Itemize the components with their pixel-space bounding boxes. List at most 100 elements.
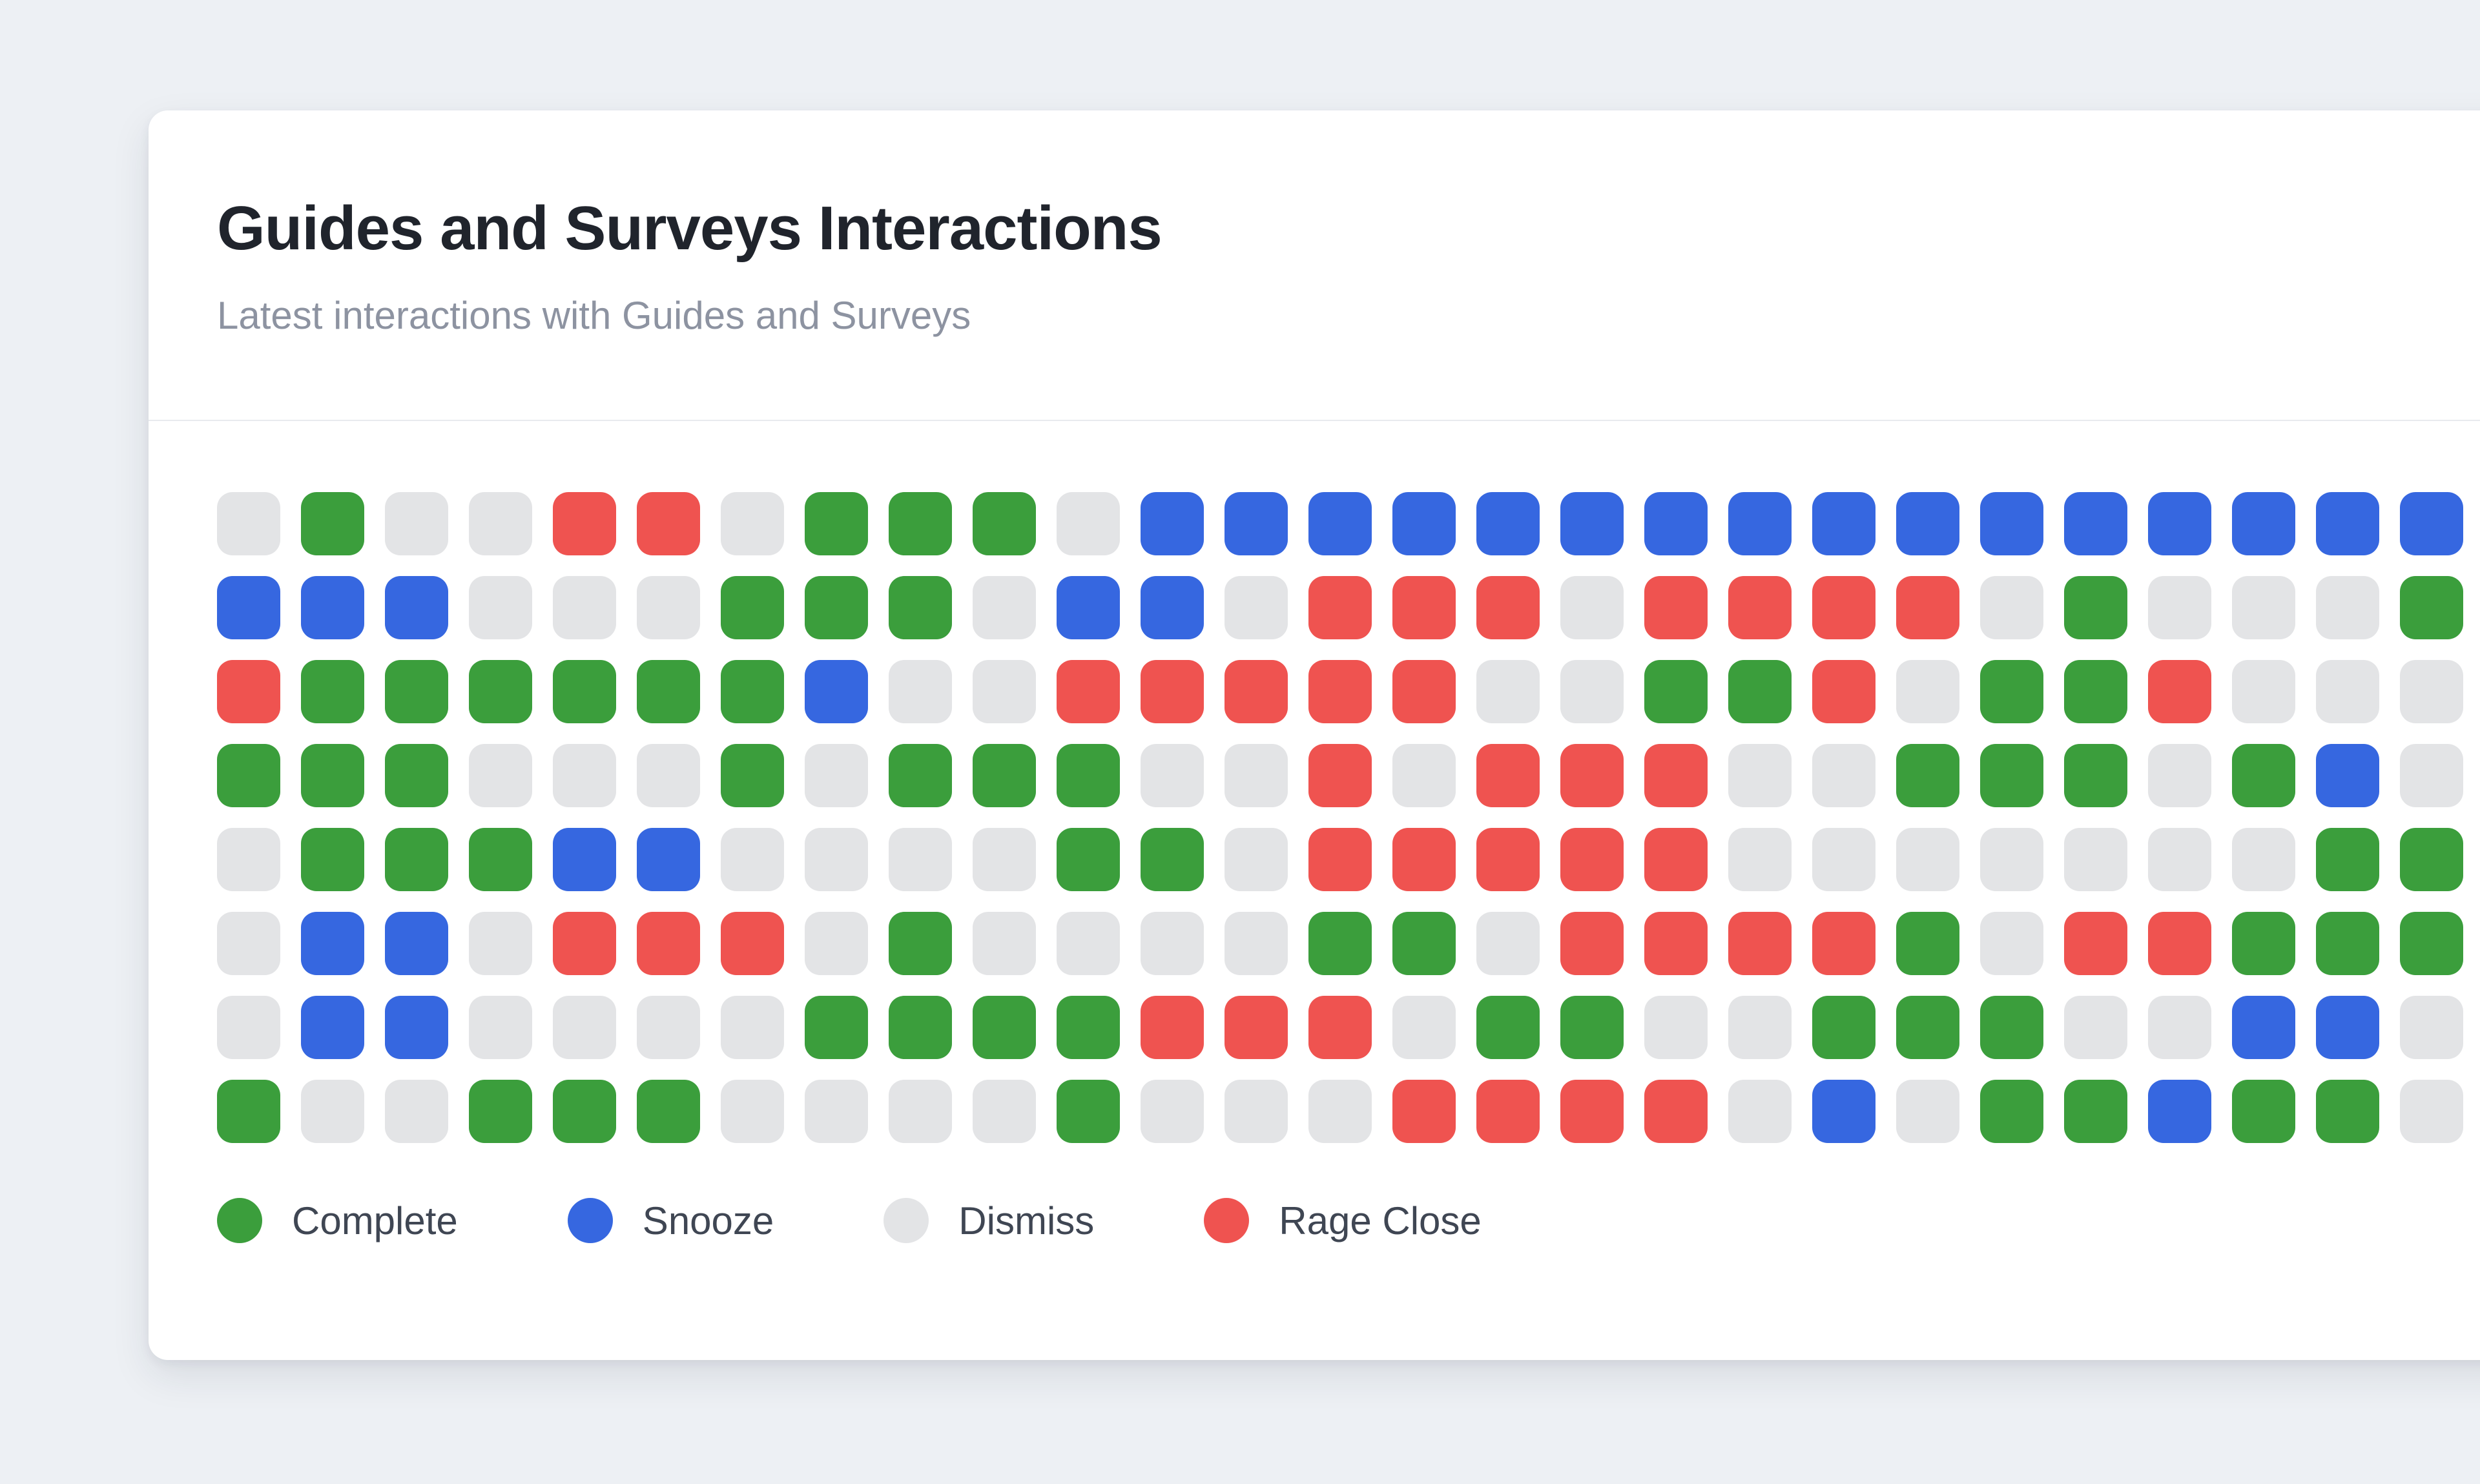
interaction-cell-complete[interactable] (1392, 912, 1456, 976)
interaction-cell-dismiss[interactable] (1980, 828, 2043, 892)
interaction-cell-rage-close[interactable] (1392, 1080, 1456, 1144)
interaction-cell-snooze[interactable] (1224, 492, 1288, 556)
interaction-cell-dismiss[interactable] (1224, 744, 1288, 808)
interaction-cell-dismiss[interactable] (1224, 912, 1288, 976)
interaction-cell-dismiss[interactable] (2400, 1080, 2463, 1144)
interaction-cell-complete[interactable] (2316, 1080, 2379, 1144)
interaction-cell-rage-close[interactable] (553, 912, 616, 976)
interaction-cell-rage-close[interactable] (1224, 660, 1288, 724)
interaction-cell-dismiss[interactable] (217, 996, 280, 1060)
interaction-cell-complete[interactable] (889, 744, 952, 808)
interaction-cell-complete[interactable] (217, 744, 280, 808)
interaction-cell-dismiss[interactable] (1896, 828, 1959, 892)
interaction-cell-snooze[interactable] (217, 576, 280, 640)
interaction-cell-complete[interactable] (1980, 660, 2043, 724)
interaction-cell-dismiss[interactable] (1560, 576, 1624, 640)
interaction-cell-complete[interactable] (1057, 1080, 1120, 1144)
interaction-cell-complete[interactable] (889, 996, 952, 1060)
interaction-cell-rage-close[interactable] (1812, 576, 1876, 640)
interaction-cell-dismiss[interactable] (1812, 828, 1876, 892)
interaction-cell-dismiss[interactable] (553, 576, 616, 640)
interaction-cell-complete[interactable] (805, 492, 868, 556)
interaction-cell-complete[interactable] (1476, 996, 1540, 1060)
interaction-cell-rage-close[interactable] (1560, 912, 1624, 976)
interaction-cell-dismiss[interactable] (2232, 576, 2295, 640)
interaction-cell-dismiss[interactable] (1896, 1080, 1959, 1144)
interaction-cell-dismiss[interactable] (2400, 744, 2463, 808)
interaction-cell-snooze[interactable] (553, 828, 616, 892)
interaction-cell-complete[interactable] (469, 660, 532, 724)
interaction-cell-rage-close[interactable] (1476, 828, 1540, 892)
interaction-cell-dismiss[interactable] (1476, 912, 1540, 976)
interaction-cell-snooze[interactable] (2316, 744, 2379, 808)
interaction-cell-dismiss[interactable] (385, 492, 448, 556)
interaction-cell-complete[interactable] (721, 744, 784, 808)
interaction-cell-complete[interactable] (1896, 996, 1959, 1060)
interaction-cell-complete[interactable] (637, 660, 700, 724)
interaction-cell-rage-close[interactable] (1812, 912, 1876, 976)
interaction-cell-dismiss[interactable] (385, 1080, 448, 1144)
interaction-cell-complete[interactable] (1141, 828, 1204, 892)
interaction-cell-dismiss[interactable] (217, 912, 280, 976)
interaction-cell-snooze[interactable] (1057, 576, 1120, 640)
interaction-cell-complete[interactable] (1560, 996, 1624, 1060)
interaction-cell-rage-close[interactable] (1308, 828, 1372, 892)
interaction-cell-dismiss[interactable] (1141, 1080, 1204, 1144)
interaction-cell-complete[interactable] (1057, 744, 1120, 808)
interaction-cell-dismiss[interactable] (2232, 660, 2295, 724)
interaction-cell-dismiss[interactable] (2232, 828, 2295, 892)
interaction-cell-complete[interactable] (2316, 828, 2379, 892)
interaction-cell-complete[interactable] (1980, 744, 2043, 808)
interaction-cell-dismiss[interactable] (1308, 1080, 1372, 1144)
interaction-cell-dismiss[interactable] (553, 744, 616, 808)
interaction-cell-rage-close[interactable] (1141, 996, 1204, 1060)
interaction-cell-snooze[interactable] (1644, 492, 1708, 556)
interaction-cell-dismiss[interactable] (805, 828, 868, 892)
interaction-cell-complete[interactable] (553, 660, 616, 724)
interaction-cell-snooze[interactable] (1896, 492, 1959, 556)
interaction-cell-complete[interactable] (1812, 996, 1876, 1060)
interaction-cell-complete[interactable] (2232, 744, 2295, 808)
interaction-cell-dismiss[interactable] (1728, 744, 1792, 808)
interaction-cell-dismiss[interactable] (2064, 828, 2127, 892)
interaction-cell-snooze[interactable] (385, 576, 448, 640)
interaction-cell-snooze[interactable] (2316, 492, 2379, 556)
interaction-cell-snooze[interactable] (301, 912, 364, 976)
interaction-cell-rage-close[interactable] (1476, 576, 1540, 640)
interaction-cell-dismiss[interactable] (1728, 828, 1792, 892)
interaction-cell-snooze[interactable] (385, 912, 448, 976)
interaction-cell-complete[interactable] (2232, 1080, 2295, 1144)
interaction-cell-dismiss[interactable] (637, 576, 700, 640)
interaction-cell-dismiss[interactable] (973, 912, 1036, 976)
interaction-cell-dismiss[interactable] (889, 1080, 952, 1144)
interaction-cell-snooze[interactable] (1141, 576, 1204, 640)
interaction-cell-rage-close[interactable] (1812, 660, 1876, 724)
interaction-cell-rage-close[interactable] (1308, 660, 1372, 724)
interaction-cell-rage-close[interactable] (1476, 1080, 1540, 1144)
interaction-cell-snooze[interactable] (1141, 492, 1204, 556)
interaction-cell-snooze[interactable] (2316, 996, 2379, 1060)
interaction-cell-dismiss[interactable] (2400, 660, 2463, 724)
interaction-cell-dismiss[interactable] (637, 744, 700, 808)
interaction-cell-complete[interactable] (1896, 912, 1959, 976)
interaction-cell-dismiss[interactable] (1224, 1080, 1288, 1144)
interaction-cell-complete[interactable] (385, 828, 448, 892)
interaction-cell-rage-close[interactable] (2148, 660, 2211, 724)
interaction-cell-complete[interactable] (385, 744, 448, 808)
interaction-cell-complete[interactable] (637, 1080, 700, 1144)
interaction-cell-dismiss[interactable] (889, 828, 952, 892)
interaction-cell-dismiss[interactable] (301, 1080, 364, 1144)
interaction-cell-dismiss[interactable] (1644, 996, 1708, 1060)
interaction-cell-dismiss[interactable] (217, 492, 280, 556)
interaction-cell-complete[interactable] (217, 1080, 280, 1144)
interaction-cell-rage-close[interactable] (1644, 744, 1708, 808)
interaction-cell-dismiss[interactable] (1728, 996, 1792, 1060)
interaction-cell-rage-close[interactable] (1308, 744, 1372, 808)
interaction-cell-rage-close[interactable] (1308, 996, 1372, 1060)
interaction-cell-complete[interactable] (301, 744, 364, 808)
interaction-cell-complete[interactable] (1057, 828, 1120, 892)
interaction-cell-snooze[interactable] (1728, 492, 1792, 556)
interaction-cell-snooze[interactable] (2232, 492, 2295, 556)
interaction-cell-dismiss[interactable] (553, 996, 616, 1060)
interaction-cell-complete[interactable] (1057, 996, 1120, 1060)
